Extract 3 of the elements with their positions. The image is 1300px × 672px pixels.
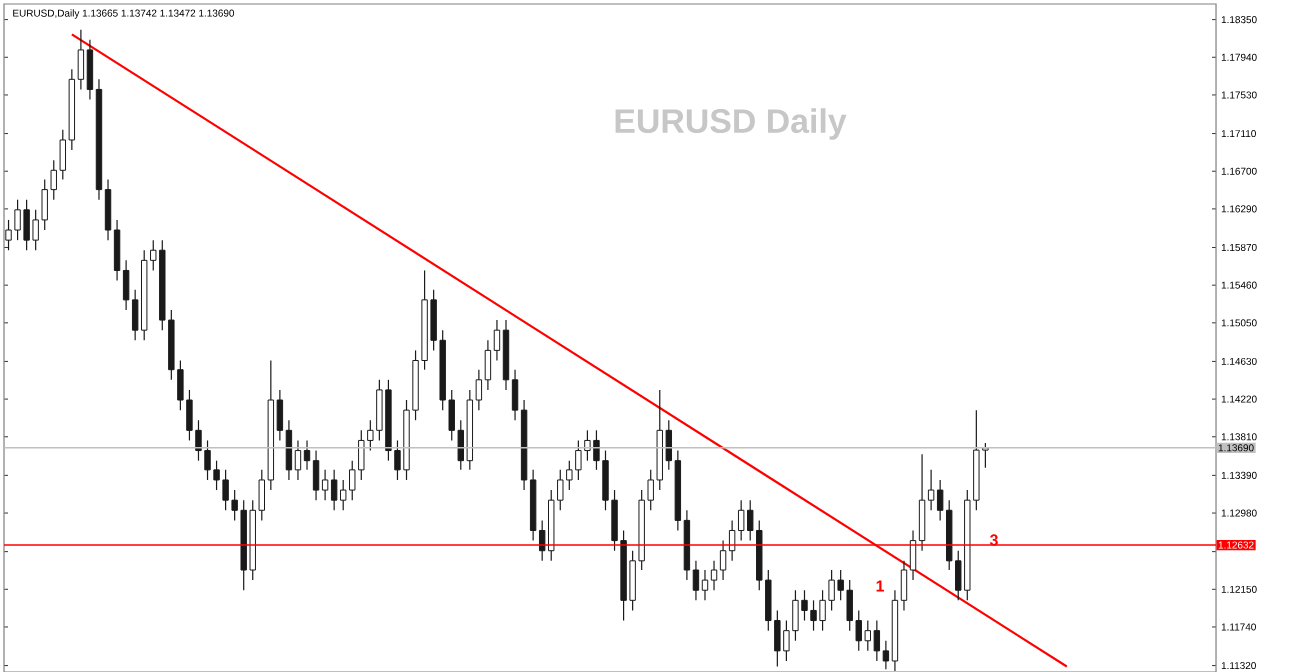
text: EURUSD Daily: [615, 108, 847, 140]
candlestick: [701, 569, 709, 601]
candlestick: [312, 449, 320, 501]
